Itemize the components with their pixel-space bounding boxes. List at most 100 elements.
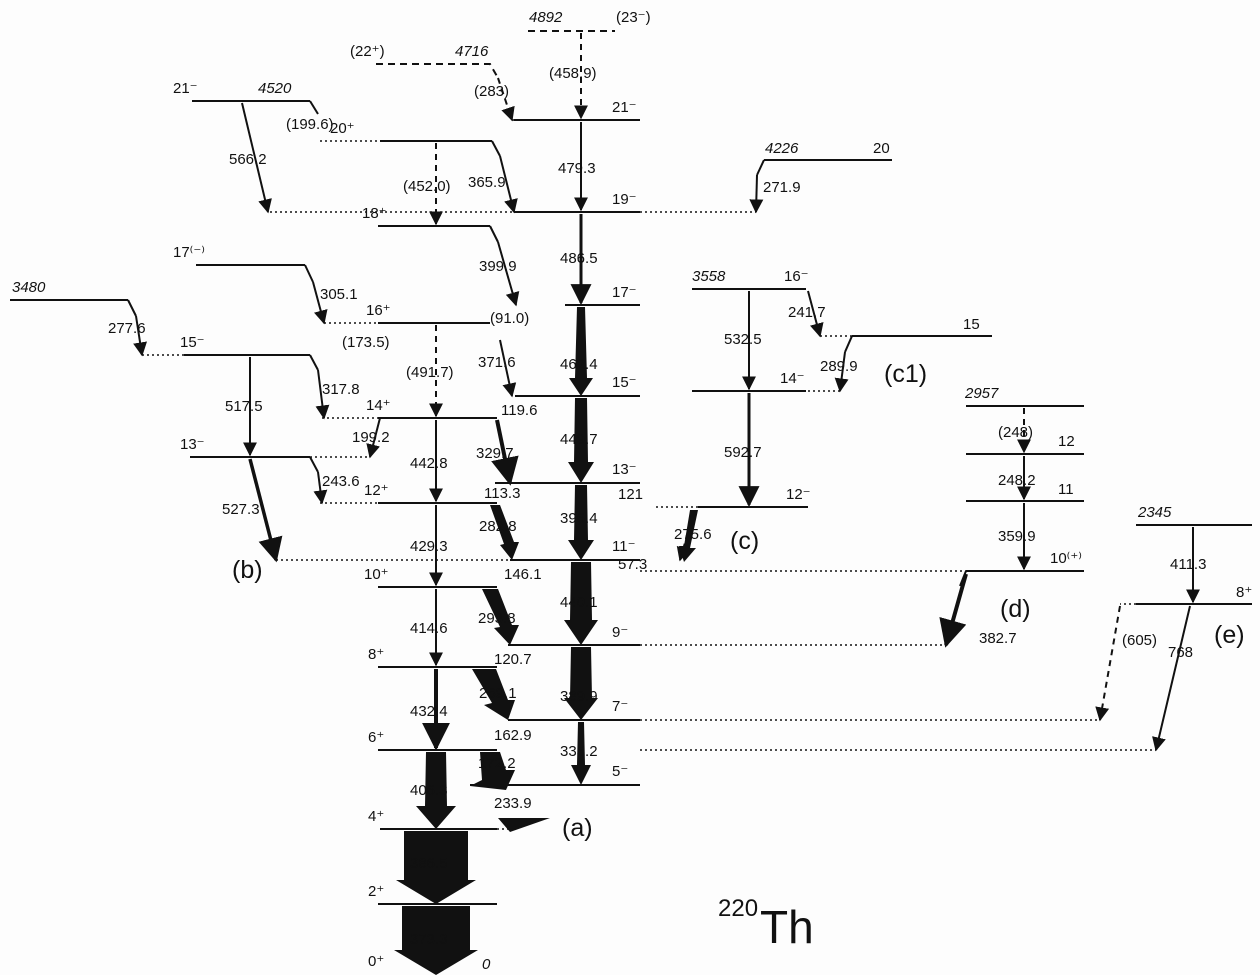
spin-label: 12: [1058, 433, 1075, 450]
transition-energy-label: 371.6: [478, 354, 516, 371]
nucleus-mass-number: 220: [718, 895, 758, 922]
band-label-d: (d): [1000, 595, 1031, 623]
transition-energy-label: 449.7: [560, 431, 598, 448]
transition-energy-label: 317.8: [322, 381, 360, 398]
arrow-317-8: [315, 369, 330, 420]
arrow-289-9: [834, 351, 849, 393]
arrow-233-9: [470, 752, 515, 790]
transition-energy-label: 359.9: [998, 528, 1036, 545]
arrow-282-8: [490, 505, 519, 560]
arrow-335-2: [571, 722, 591, 785]
spin-label: 15⁻: [180, 334, 205, 351]
spin-label: 10⁺: [364, 566, 389, 583]
transition-energy-label: 365.9: [468, 174, 506, 191]
level-energy-label: 3480: [12, 279, 46, 296]
spin-label: 7⁻: [612, 698, 628, 715]
spin-label: 12⁻: [786, 486, 811, 503]
band-label-c: (c): [730, 527, 759, 555]
transition-energy-label: 277.6: [108, 320, 146, 337]
transition-energy-label: 57.3: [618, 556, 647, 573]
spin-label: 21⁻: [173, 80, 198, 97]
spin-label: 8⁺: [1236, 584, 1252, 601]
arrow-241-7: [807, 290, 824, 338]
arrow-386-5: [396, 831, 476, 904]
spin-label: 19⁻: [612, 191, 637, 208]
spin-label: 0⁺: [368, 953, 384, 970]
transition-energy-label: 566.2: [229, 151, 267, 168]
spin-label: 11⁻: [612, 538, 636, 555]
arrow-293-8: [482, 589, 519, 645]
band-label-b: (b): [232, 556, 263, 584]
spin-label: (22⁺): [350, 43, 385, 60]
arrow-373-3: [394, 906, 478, 975]
transition-energy-label: 172.2: [478, 755, 516, 772]
transition-energy-label: 429.3: [410, 538, 448, 555]
spin-label: 13⁻: [612, 461, 637, 478]
arrow-566-2: [241, 102, 272, 214]
arrow-396-4: [568, 485, 594, 560]
transition-energy-label: 329.7: [476, 445, 514, 462]
arrow-283: [497, 77, 515, 122]
level-energy-label: 0: [482, 956, 491, 973]
spin-label: 17⁻: [612, 284, 637, 301]
level-energy-label: 4226: [765, 140, 799, 157]
transition-energy-label: 233.9: [494, 795, 532, 812]
transition-energy-label: 414.6: [410, 620, 448, 637]
spin-label: 4⁺: [368, 808, 384, 825]
arrow-243-6: [313, 471, 328, 505]
arrow-382-7: [939, 573, 968, 648]
transition-energy-label: (199.6): [286, 116, 334, 133]
spin-label: 18⁺: [362, 205, 387, 222]
spin-label: 5⁻: [612, 763, 628, 780]
spin-label: 16⁻: [784, 268, 809, 285]
labels-layer: 4892 4716 4520 4226 3558 3480 2957 2345 0 (23⁻) (2…: [12, 9, 1252, 973]
transition-energy-label: 146.1: [504, 566, 542, 583]
spin-label: 12⁺: [364, 482, 389, 499]
transition-energy-label: 289.9: [820, 358, 858, 375]
nucleus-symbol: Th: [760, 901, 814, 953]
spin-label: 14⁻: [780, 370, 805, 387]
arrow-275-6: [679, 510, 698, 562]
arrow-768: [1152, 605, 1191, 752]
transition-energy-label: 113.3: [484, 485, 520, 502]
spin-label: 2⁺: [368, 883, 384, 900]
spin-label: 6⁺: [368, 729, 384, 746]
transition-energy-label: 479.3: [558, 160, 596, 177]
transition-energy-label: 373.3: [410, 931, 448, 948]
thick-transitions: [394, 307, 698, 975]
spin-label: 121: [618, 486, 643, 503]
transition-energy-label: (248): [998, 424, 1033, 441]
spin-label: 10⁽⁺⁾: [1050, 550, 1082, 567]
spin-label: 20: [873, 140, 890, 157]
arrow-277-6: [133, 315, 148, 357]
transition-energy-label: 119.6: [501, 402, 537, 419]
arrow-271-9: [749, 174, 764, 214]
transition-energy-label: 241.7: [788, 304, 826, 321]
transition-energy-label: 462.4: [560, 356, 598, 373]
transition-energy-label: 271.9: [763, 179, 801, 196]
transition-energy-label: 389.9: [560, 688, 598, 705]
transition-energy-label: 162.9: [494, 727, 532, 744]
spin-label: 11: [1058, 481, 1074, 498]
transition-energy-label: 442.8: [410, 455, 448, 472]
transition-energy-label: 486.5: [560, 250, 598, 267]
level-4716: [376, 63, 499, 79]
level-lines: [10, 100, 1252, 905]
arrow-269-1: [472, 669, 515, 720]
transition-energy-label: 248.2: [998, 472, 1036, 489]
transition-energy-label: 282.8: [479, 518, 517, 535]
medium-transitions: [248, 214, 968, 751]
level-energy-label: 4716: [455, 43, 489, 60]
transition-energy-label: 269.1: [479, 685, 517, 702]
transition-energy-label: 305.1: [320, 286, 358, 303]
transition-energy-label: 411.3: [1170, 556, 1206, 573]
level-energy-label: 2345: [1137, 504, 1172, 521]
transition-energy-label: (605): [1122, 632, 1157, 649]
spin-label: 15⁻: [612, 374, 637, 391]
arrow-365-9: [499, 155, 518, 214]
arrow-399-9: [497, 241, 520, 307]
arrow-305-1: [312, 281, 328, 325]
band-label-c1: (c1): [884, 360, 927, 388]
spin-label: 16⁺: [366, 302, 391, 319]
